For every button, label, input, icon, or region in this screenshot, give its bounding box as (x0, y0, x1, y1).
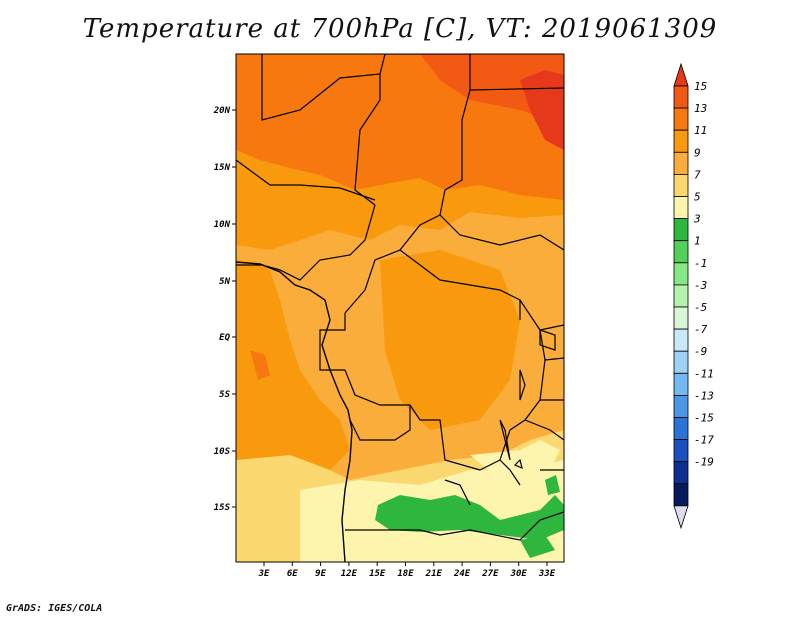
colorbar-swatch (673, 218, 689, 242)
colorbar-label: -9 (694, 345, 707, 358)
colorbar-label: 5 (694, 191, 701, 204)
colorbar-swatch (673, 394, 689, 418)
lon-label: 12E (341, 569, 358, 579)
longitude-axis: 3E 6E 9E 12E 15E 18E 21E 24E 27E 30E 33E (258, 562, 556, 579)
lon-label: 30E (510, 569, 528, 579)
colorbar-arrow-bottom (673, 505, 689, 530)
colorbar-swatch (673, 85, 689, 109)
lakes (499, 329, 556, 470)
colorbar-label: -17 (694, 434, 714, 447)
colorbar-swatch (673, 350, 689, 374)
colorbar-swatch (673, 151, 689, 175)
lon-label: 33E (538, 569, 556, 579)
lat-label: 20N (213, 106, 231, 116)
colorbar-swatch (673, 240, 689, 264)
lat-label: 15S (214, 503, 231, 513)
lon-label: 3E (258, 569, 270, 579)
lon-label: 9E (315, 569, 326, 579)
colorbar: 15 13 11 9 7 5 3 1 -1 -3 -5 -7 -9 -11 -13 -15 -17 -19 (673, 62, 714, 530)
colorbar-label: 15 (694, 80, 707, 93)
colorbar-label: -7 (694, 323, 708, 336)
colorbar-swatch (673, 306, 689, 330)
colorbar-swatch (673, 107, 689, 131)
colorbar-swatch (673, 129, 689, 153)
colorbar-label: 13 (694, 102, 707, 115)
colorbar-swatch (673, 196, 689, 220)
lon-label: 18E (397, 569, 414, 579)
colorbar-label: -11 (694, 367, 714, 380)
colorbar-label: -1 (694, 257, 707, 270)
lon-label: 21E (425, 569, 443, 579)
colorbar-label: 3 (693, 213, 701, 226)
colorbar-swatch (673, 439, 689, 463)
colorbar-label: 7 (694, 168, 701, 181)
colorbar-swatch (673, 372, 689, 396)
lat-label: 10N (214, 220, 231, 230)
lon-label: 24E (453, 569, 471, 579)
colorbar-swatch (673, 483, 689, 507)
colorbar-swatch (673, 417, 689, 441)
colorbar-label: -15 (694, 412, 714, 425)
colorbar-label: 9 (694, 146, 701, 159)
country-borders (236, 54, 564, 541)
colorbar-label: 1 (694, 235, 701, 248)
colorbar-swatch (673, 328, 689, 352)
footer-credit: GrADS: IGES/COLA (6, 603, 103, 614)
colorbar-label: -5 (694, 301, 707, 314)
colorbar-label: -13 (694, 389, 714, 402)
lon-label: 27E (481, 569, 499, 579)
temperature-field (236, 54, 564, 562)
lat-label: EQ (219, 333, 230, 343)
map-title: Temperature at 700hPa [C], VT: 201906130… (82, 14, 718, 44)
lat-label: 5S (219, 390, 230, 400)
latitude-axis: 20N 15N 10N 5N EQ 5S 10S 15S (213, 106, 236, 513)
coastline (236, 261, 353, 562)
colorbar-arrow-top (673, 62, 689, 87)
map-frame (235, 53, 565, 563)
lat-label: 10S (214, 447, 231, 457)
colorbar-swatch (673, 461, 689, 485)
colorbar-label: -19 (694, 456, 714, 469)
lon-label: 6E (287, 569, 298, 579)
lon-label: 15E (369, 569, 386, 579)
colorbar-swatch (673, 284, 689, 308)
colorbar-label: -3 (694, 279, 707, 292)
colorbar-swatch (673, 173, 689, 197)
colorbar-swatch (673, 262, 689, 286)
lat-label: 5N (219, 277, 230, 287)
lat-label: 15N (214, 163, 231, 173)
colorbar-label: 11 (694, 124, 707, 137)
